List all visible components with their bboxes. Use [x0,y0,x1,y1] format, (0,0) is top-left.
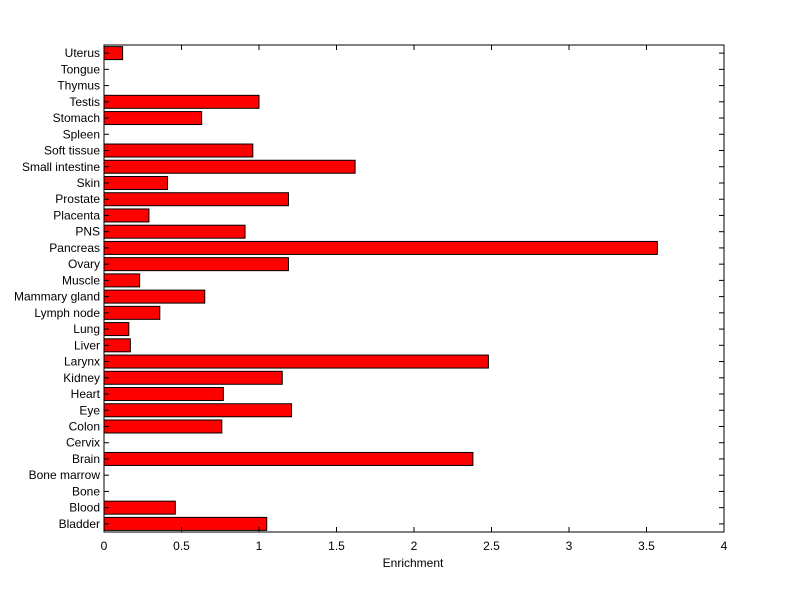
x-axis-label: Enrichment [383,556,444,570]
bar-placenta [103,208,150,223]
x-tick-label: 2 [411,539,418,553]
bar-pancreas [103,240,658,255]
bar-brain [103,451,474,466]
x-tick-label: 4 [721,539,728,553]
y-tick-label: Prostate [55,192,100,206]
bar-blood [103,500,176,515]
y-tick-label: Ovary [68,257,100,271]
bar-colon [103,419,223,434]
bar-ovary [103,257,289,272]
y-tick-label: Uterus [65,46,100,60]
bar-mammary-gland [103,289,206,304]
bar-larynx [103,354,489,369]
y-tick-label: Mammary gland [14,290,100,304]
y-tick-label: Tongue [61,62,101,76]
x-tick-label: 2.5 [483,539,500,553]
y-tick-label: Small intestine [22,160,100,174]
y-tick-label: Heart [71,387,101,401]
y-ticks-group: Bladder Blood Bone Bone marrow Brain Cervix Co… [14,46,724,531]
y-tick-label: Testis [69,95,100,109]
bar-heart [103,387,224,402]
bar-skin [103,175,169,190]
y-tick-label: Pancreas [49,241,100,255]
x-tick-label: 3.5 [638,539,655,553]
plot-frame [103,44,725,533]
y-tick-label: Liver [74,338,100,352]
y-tick-label: Lymph node [34,306,100,320]
bar-prostate [103,192,289,207]
bar-stomach [103,111,203,126]
y-tick-label: Muscle [62,273,100,287]
bar-testis [103,94,260,109]
x-ticks-group: 0 0.5 1 1.5 2 2.5 3 3.5 4 [101,45,728,553]
y-tick-label: Bone [72,484,100,498]
x-tick-label: 1 [256,539,263,553]
bar-small-intestine [103,159,356,174]
y-tick-label: Colon [69,419,100,433]
y-tick-label: Larynx [64,355,100,369]
y-tick-label: Skin [77,176,100,190]
bar-kidney [103,370,283,385]
bar-lymph-node [103,305,161,320]
y-tick-label: Brain [72,452,100,466]
y-tick-label: Kidney [63,371,100,385]
y-tick-label: Thymus [57,79,100,93]
bar-muscle [103,273,141,288]
bar-bladder [103,516,268,531]
x-tick-label: 3 [566,539,573,553]
y-tick-label: Stomach [53,111,100,125]
y-tick-label: Soft tissue [44,144,100,158]
y-tick-label: PNS [75,225,100,239]
y-tick-label: Bone marrow [29,468,101,482]
y-tick-label: Eye [79,403,100,417]
y-tick-label: Bladder [59,517,100,531]
y-tick-label: Cervix [66,436,100,450]
plot-area [104,45,724,532]
y-tick-label: Lung [73,322,100,336]
y-tick-label: Blood [69,501,100,515]
bar-soft-tissue [103,143,254,158]
y-tick-label: Spleen [63,127,100,141]
x-tick-label: 0 [101,539,108,553]
bar-pns [103,224,246,239]
y-tick-label: Placenta [53,208,100,222]
x-tick-label: 1.5 [328,539,345,553]
bar-eye [103,403,293,418]
x-tick-label: 0.5 [173,539,190,553]
